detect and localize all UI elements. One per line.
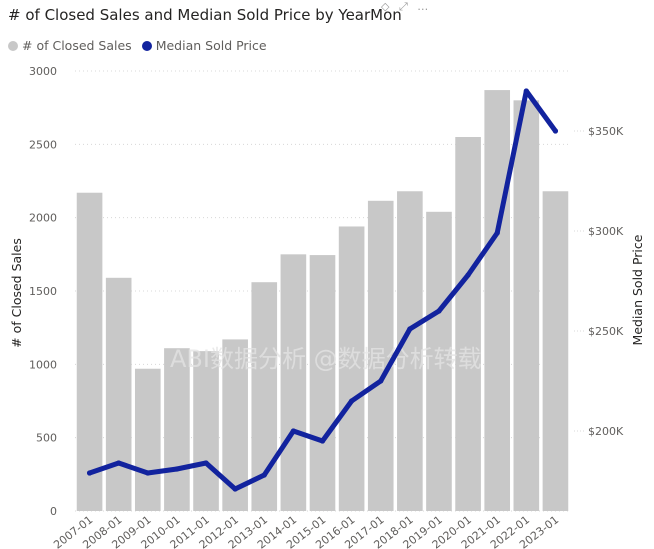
bar bbox=[542, 191, 569, 511]
filter-icon[interactable]: ◇ bbox=[381, 0, 390, 13]
y2-tick-label: $200K bbox=[588, 425, 624, 438]
watermark: ABI数据分析 @数据分析转载 bbox=[170, 345, 482, 373]
visual-header: ◇ ⤢ … bbox=[381, 0, 434, 14]
line-point bbox=[319, 438, 326, 444]
bar bbox=[338, 226, 365, 511]
y-tick-label: 0 bbox=[50, 505, 57, 518]
line-point bbox=[523, 88, 529, 94]
legend-marker-median-price bbox=[141, 40, 152, 51]
bar bbox=[484, 90, 511, 512]
line-point bbox=[261, 472, 267, 478]
y2-tick-label: $300K bbox=[588, 225, 624, 238]
chart-title: # of Closed Sales and Median Sold Price … bbox=[8, 6, 402, 24]
bar bbox=[193, 351, 219, 511]
y-tick-label: 3000 bbox=[29, 65, 57, 78]
legend-label-closed-sales: # of Closed Sales bbox=[22, 38, 132, 53]
legend-item-median-price[interactable]: Median Sold Price bbox=[141, 38, 267, 53]
line-point bbox=[145, 470, 151, 476]
bar bbox=[134, 368, 161, 511]
legend-marker-closed-sales bbox=[8, 40, 18, 51]
y-tick-label: 1500 bbox=[29, 285, 57, 298]
line-point bbox=[349, 398, 355, 404]
line-point bbox=[116, 460, 122, 466]
y2-tick-label: $250K bbox=[588, 325, 624, 338]
line-point bbox=[494, 230, 500, 236]
bar bbox=[397, 191, 423, 511]
legend-label-median-price: Median Sold Price bbox=[155, 38, 267, 53]
line-series bbox=[86, 88, 559, 492]
bar bbox=[164, 348, 190, 511]
y2-tick-label: $350K bbox=[588, 125, 624, 138]
line-point bbox=[465, 272, 471, 278]
line-point bbox=[232, 486, 238, 492]
bar bbox=[513, 100, 540, 511]
line-point bbox=[203, 460, 209, 466]
bar bbox=[105, 277, 132, 511]
focus-mode-icon[interactable]: ⤢ bbox=[398, 0, 408, 13]
y-tick-label: 2500 bbox=[29, 138, 57, 151]
x-axis: 2007-012008-012009-012010-012011-012012-… bbox=[51, 513, 561, 549]
line-point bbox=[407, 326, 413, 332]
legend-item-closed-sales[interactable]: # of Closed Sales bbox=[8, 38, 132, 53]
bar bbox=[280, 254, 307, 512]
line-point bbox=[436, 308, 442, 314]
legend: # of Closed Sales Median Sold Price bbox=[8, 38, 277, 53]
line-point bbox=[378, 378, 384, 384]
y-tick-label: 1000 bbox=[29, 358, 57, 371]
bar bbox=[309, 255, 336, 511]
bar bbox=[455, 137, 481, 511]
line-point bbox=[86, 470, 93, 476]
y-tick-label: 500 bbox=[36, 432, 57, 445]
bar bbox=[367, 200, 394, 512]
more-options-icon[interactable]: … bbox=[417, 0, 429, 13]
bar-series bbox=[76, 90, 569, 512]
line-point bbox=[290, 428, 296, 434]
bar bbox=[76, 192, 103, 511]
line-point bbox=[552, 128, 559, 134]
y-axis-title: # of Closed Sales bbox=[9, 238, 24, 348]
y-axis-left: 0 500 1000 1500 2000 2500 3000 bbox=[29, 65, 57, 518]
y-axis-right: $200K $250K $300K $350K bbox=[574, 125, 624, 438]
bar bbox=[426, 211, 452, 512]
line-point bbox=[174, 466, 180, 472]
y-tick-label: 2000 bbox=[29, 212, 57, 225]
y2-axis-title: Median Sold Price bbox=[630, 234, 645, 345]
